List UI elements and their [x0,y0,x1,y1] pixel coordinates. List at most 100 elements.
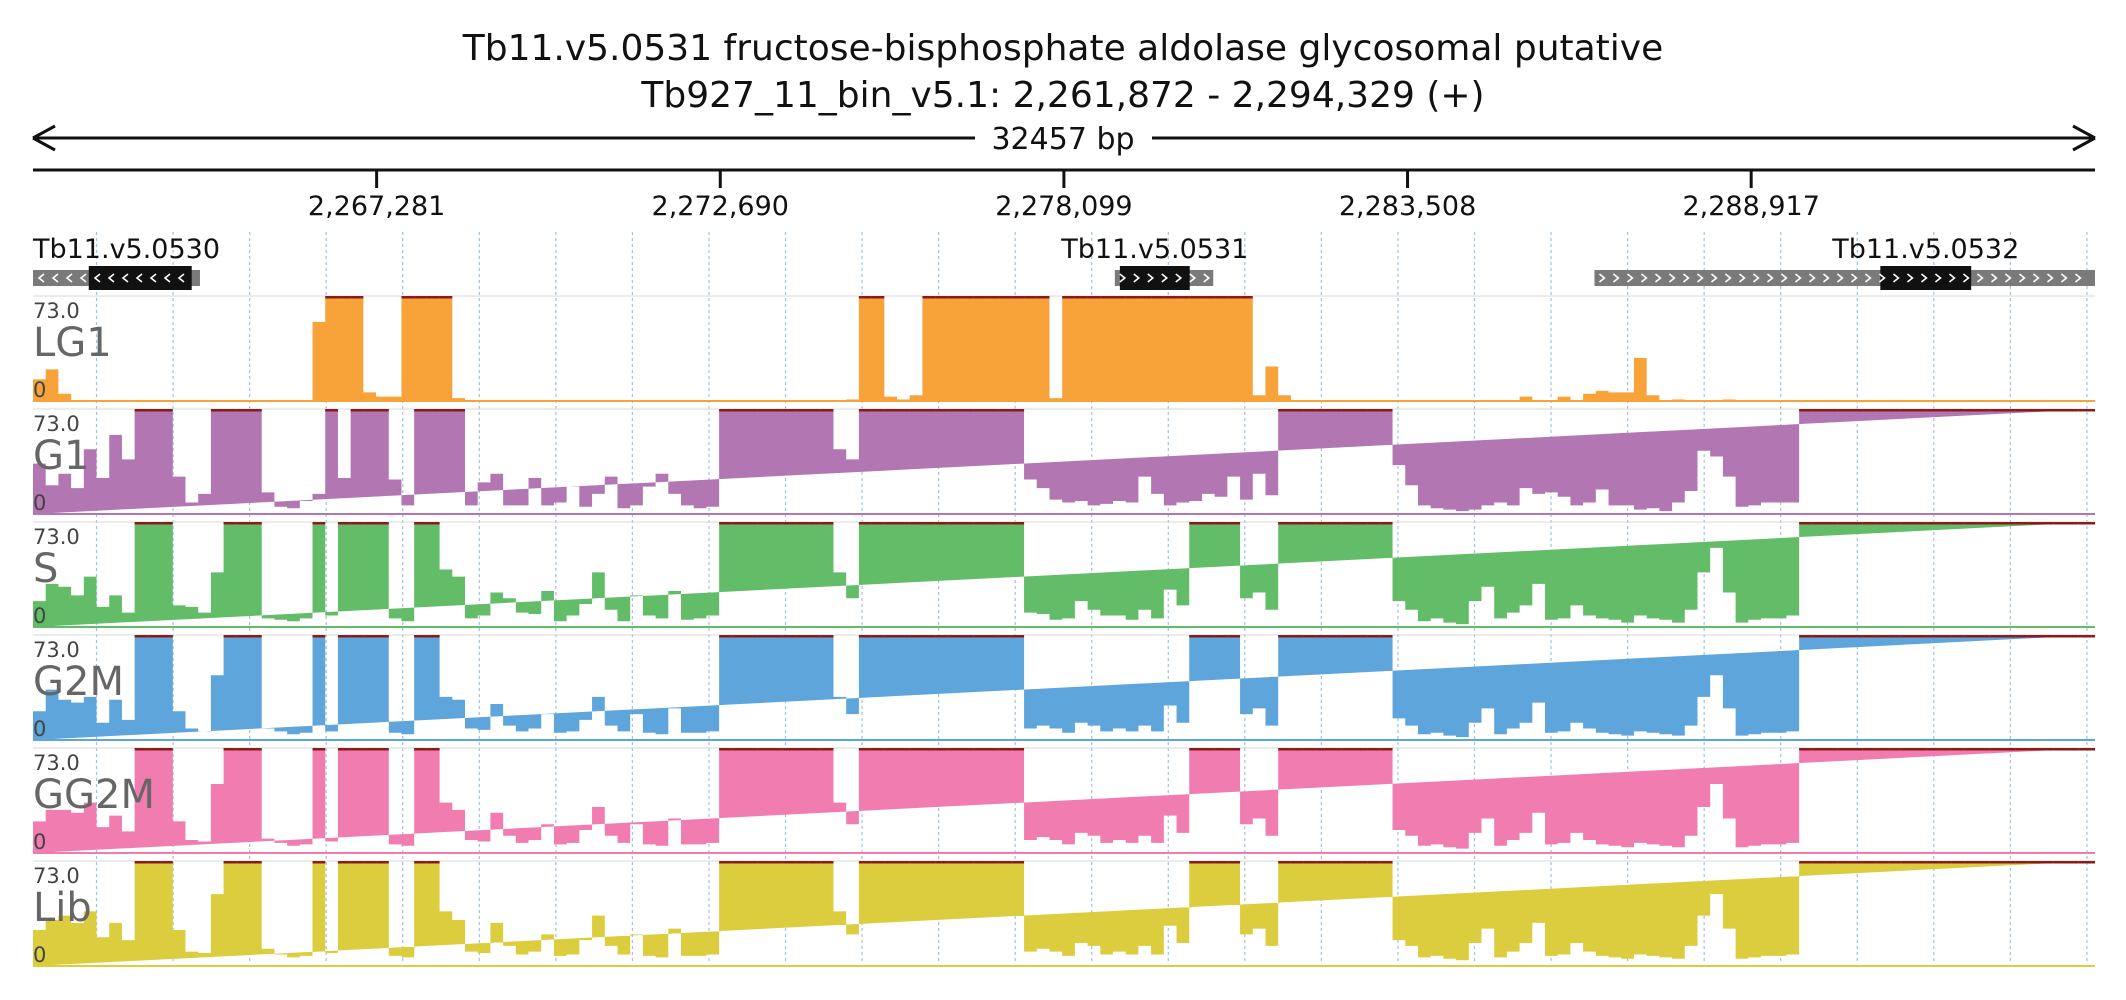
saturation-marker [884,635,898,638]
strand-forward-icon [1822,273,1830,283]
saturation-marker [1849,409,1863,412]
saturation-marker [350,861,364,864]
saturation-marker [147,522,161,525]
saturation-marker [1214,748,1228,751]
saturation-marker [998,635,1012,638]
saturation-marker [1062,296,1075,299]
saturation-marker [1201,522,1215,525]
strand-forward-icon [1962,273,1970,283]
saturation-marker [1989,635,2003,638]
saturation-marker [947,296,961,299]
strand-forward-icon [1696,273,1704,283]
saturation-marker [363,409,377,412]
saturation-marker [1951,635,1965,638]
saturation-marker [363,522,377,525]
saturation-marker [1951,861,1965,864]
saturation-marker [426,748,440,751]
saturation-marker [1951,748,1965,751]
saturation-marker [1227,861,1241,864]
saturation-marker [922,522,936,525]
saturation-marker [795,748,809,751]
saturation-marker [858,861,872,864]
gene-cds-block [1119,266,1190,290]
saturation-marker [1837,748,1850,751]
saturation-marker [376,409,389,412]
saturation-marker [1341,748,1355,751]
saturation-marker [909,635,923,638]
saturation-marker [236,522,250,525]
span-scale-bar: 32457 bp [32,122,2096,157]
saturation-marker [820,748,834,751]
saturation-marker [973,635,986,638]
saturation-marker [426,409,440,412]
strand-reverse-icon [177,273,185,283]
saturation-marker [1849,861,1863,864]
saturation-marker [744,409,758,412]
saturation-marker [935,861,948,864]
saturation-marker [134,409,148,412]
saturation-marker [160,748,173,751]
strand-forward-icon [1161,273,1169,283]
saturation-marker [2065,861,2079,864]
saturation-marker [2091,861,2095,864]
strand-forward-icon [1920,273,1928,283]
saturation-marker [1824,861,1838,864]
strand-forward-icon [1203,273,1211,283]
saturation-marker [1938,409,1952,412]
saturation-marker [1379,635,1393,638]
saturation-marker [1354,409,1368,412]
saturation-marker [1011,409,1025,412]
saturation-marker [871,296,885,299]
saturation-marker [973,296,986,299]
saturation-marker [414,635,427,638]
track-ymax-label: 73.0 [33,525,80,549]
saturation-marker [744,748,758,751]
saturation-marker [1799,861,1812,864]
saturation-marker [1837,861,1850,864]
saturation-marker [160,861,173,864]
saturation-marker [719,522,732,525]
strand-forward-icon [1794,273,1802,283]
saturation-marker [426,296,440,299]
saturation-marker [858,635,872,638]
saturation-marker [947,748,961,751]
saturation-marker [2040,522,2054,525]
saturation-marker [719,409,732,412]
saturation-marker [973,409,986,412]
saturation-marker [960,409,974,412]
strand-forward-icon [1906,273,1914,283]
strand-reverse-icon [121,273,129,283]
saturation-marker [985,748,999,751]
saturation-marker [1163,296,1177,299]
saturation-marker [1964,635,1978,638]
saturation-marker [337,748,351,751]
saturation-marker [1913,409,1927,412]
saturation-marker [1240,296,1253,299]
saturation-marker [1201,296,1215,299]
strand-forward-icon [1612,273,1620,283]
saturation-marker [134,748,148,751]
saturation-marker [2040,635,2054,638]
saturation-marker [223,635,237,638]
saturation-marker [858,296,872,299]
saturation-marker [769,861,783,864]
saturation-marker [1316,522,1330,525]
coverage-area-g1 [33,409,2095,514]
saturation-marker [134,522,148,525]
track-ymax-label: 73.0 [33,638,80,662]
saturation-marker [1138,296,1152,299]
saturation-marker [808,522,821,525]
saturation-marker [808,861,821,864]
saturation-marker [909,861,923,864]
saturation-marker [376,748,389,751]
saturation-marker [1329,522,1342,525]
track-ymin-label: 0 [33,604,46,628]
saturation-marker [947,861,961,864]
saturation-marker [719,861,732,864]
saturation-marker [2040,861,2054,864]
saturation-marker [223,861,237,864]
saturation-marker [808,635,821,638]
saturation-marker [134,861,148,864]
saturation-marker [2078,409,2092,412]
